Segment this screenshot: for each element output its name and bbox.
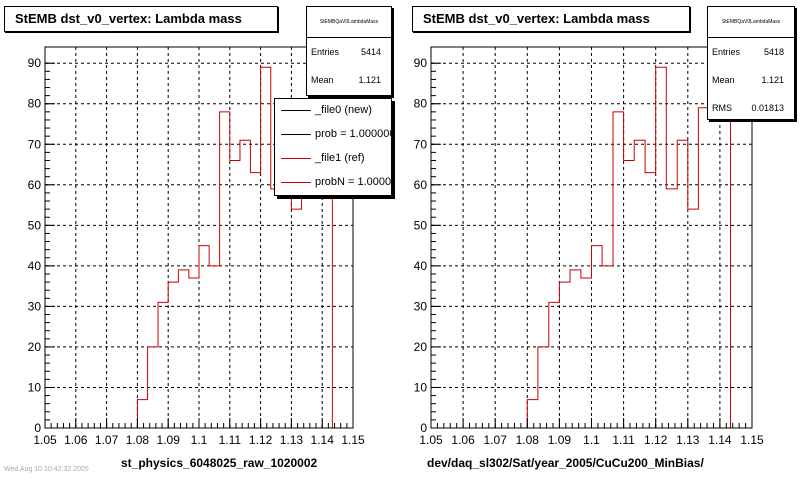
- legend-entry-prob: prob = 1.000000: [275, 123, 392, 147]
- y-tick-label: 80: [28, 97, 42, 111]
- stats-label: Mean: [712, 75, 735, 85]
- y-tick-label: 50: [414, 218, 428, 232]
- stats-label: RMS: [712, 103, 732, 113]
- legend-label: _file1 (ref): [315, 152, 365, 164]
- y-tick-label: 20: [414, 340, 428, 354]
- x-tick-label: 1.13: [280, 433, 304, 447]
- stats-row-entries: Entries 5418: [708, 38, 794, 66]
- histogram-series-line: [431, 66, 731, 429]
- right-stats-box: StEMBQaV0LambdaMass Entries 5418 Mean 1.…: [707, 6, 795, 120]
- y-tick-label: 50: [28, 218, 42, 232]
- y-tick-label: 70: [414, 137, 428, 151]
- x-tick-label: 1.11: [219, 433, 242, 447]
- x-tick-label: 1.05: [419, 433, 443, 447]
- left-histogram-panel: 1.05 1.06 1.07 1.08 1.09 1.1 1.11 1.12 1.13 1.14 1…: [28, 46, 365, 447]
- y-tick-label: 40: [28, 259, 42, 273]
- x-tick-label: 1.06: [64, 433, 88, 447]
- stats-histogram-name: StEMBQaV0LambdaMass: [307, 7, 391, 38]
- y-tick-label: 60: [28, 178, 42, 192]
- stats-value: 1.121: [761, 75, 784, 85]
- stats-value: 1.121: [358, 75, 381, 85]
- x-tick-label: 1.12: [644, 433, 668, 447]
- y-tick-label: 30: [28, 299, 42, 313]
- x-tick-label: 1.1: [191, 433, 208, 447]
- x-tick-label: 1.15: [341, 433, 365, 447]
- x-tick-label: 1.12: [249, 433, 273, 447]
- left-x-axis-title: st_physics_6048025_raw_1020002: [121, 456, 318, 470]
- y-tick-label: 40: [414, 259, 428, 273]
- y-tick-label: 90: [414, 56, 428, 70]
- x-tick-label: 1.1: [583, 433, 600, 447]
- x-tick-label: 1.08: [126, 433, 150, 447]
- stats-value: 5414: [360, 47, 381, 57]
- stats-row-mean: Mean 1.121: [708, 66, 794, 94]
- x-tick-label: 1.11: [612, 433, 635, 447]
- legend-line-swatch: [281, 182, 311, 183]
- stats-value: 0.01813: [751, 103, 784, 113]
- x-tick-label: 1.14: [311, 433, 335, 447]
- left-stats-box: StEMBQaV0LambdaMass Entries 5414 Mean 1.…: [306, 6, 392, 96]
- y-tick-label: 10: [28, 380, 42, 394]
- timestamp-footnote: Wed Aug 10 10:42:32 2005: [4, 466, 89, 473]
- stats-row-rms: RMS 0.01813: [708, 94, 794, 122]
- stats-value: 5418: [763, 47, 784, 57]
- x-tick-label: 1.06: [451, 433, 475, 447]
- right-histogram-panel: 1.05 1.06 1.07 1.08 1.09 1.1 1.11 1.12 1.13 1.14 1…: [414, 46, 764, 447]
- legend-line-swatch: [281, 134, 311, 135]
- y-tick-label: 20: [28, 340, 42, 354]
- y-tick-label: 0: [420, 421, 427, 435]
- legend-label: prob = 1.000000: [315, 128, 392, 140]
- x-tick-label: 1.15: [740, 433, 764, 447]
- x-tick-label: 1.09: [157, 433, 181, 447]
- stats-row-entries: Entries 5414: [307, 38, 391, 66]
- x-tick-label: 1.14: [708, 433, 732, 447]
- legend-entry-new: _file0 (new): [275, 99, 391, 123]
- stats-row-mean: Mean 1.121: [307, 66, 391, 94]
- x-tick-label: 1.08: [516, 433, 540, 447]
- legend-entry-probn: probN = 1.000000: [275, 171, 392, 195]
- stats-label: Entries: [311, 47, 340, 57]
- stats-label: Entries: [712, 47, 741, 57]
- x-tick-label: 1.13: [676, 433, 700, 447]
- comparison-legend: _file0 (new) prob = 1.000000 _file1 (ref…: [274, 98, 392, 196]
- legend-label: probN = 1.000000: [315, 176, 392, 188]
- legend-entry-ref: _file1 (ref): [275, 147, 391, 171]
- legend-label: _file0 (new): [315, 104, 372, 116]
- y-tick-label: 10: [414, 380, 428, 394]
- y-tick-label: 30: [414, 299, 428, 313]
- y-tick-label: 0: [34, 421, 41, 435]
- y-tick-label: 80: [414, 97, 428, 111]
- legend-line-swatch: [281, 110, 311, 111]
- stats-label: Mean: [311, 75, 334, 85]
- x-tick-label: 1.09: [548, 433, 572, 447]
- right-plot-title: StEMB dst_v0_vertex: Lambda mass: [412, 6, 690, 32]
- y-tick-label: 60: [414, 178, 428, 192]
- stats-histogram-name: StEMBQaV0LambdaMass: [708, 7, 794, 38]
- left-plot-title: StEMB dst_v0_vertex: Lambda mass: [4, 6, 278, 32]
- right-x-axis-title: dev/daq_sl302/Sat/year_2005/CuCu200_MinB…: [427, 456, 704, 470]
- legend-line-swatch: [281, 158, 311, 159]
- y-tick-label: 90: [28, 56, 42, 70]
- x-tick-label: 1.07: [95, 433, 119, 447]
- x-tick-label: 1.05: [33, 433, 57, 447]
- x-tick-label: 1.07: [484, 433, 508, 447]
- y-tick-label: 70: [28, 137, 42, 151]
